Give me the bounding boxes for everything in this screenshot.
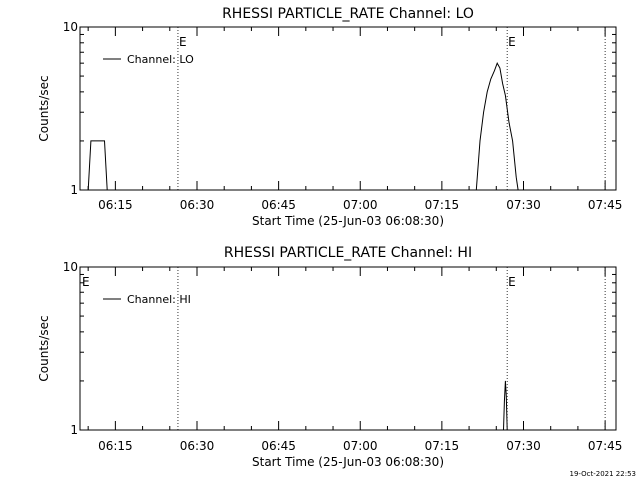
x-axis-label: Start Time (25-Jun-03 06:08:30) — [252, 455, 444, 469]
y-axis-label: Counts/sec — [37, 75, 51, 141]
legend-label: Channel: LO — [127, 53, 194, 66]
plot-frame — [79, 266, 617, 431]
legend-label: Channel: HI — [127, 293, 191, 306]
x-tick-label: 06:45 — [261, 198, 296, 212]
x-tick-label: 06:15 — [98, 439, 133, 453]
chart-title: RHESSI PARTICLE_RATE Channel: LO — [222, 6, 474, 22]
x-tick-label: 07:30 — [506, 198, 541, 212]
x-tick-label: 07:15 — [425, 439, 460, 453]
y-tick-label: 1 — [70, 183, 78, 197]
x-tick-label: 06:30 — [180, 439, 215, 453]
y-tick-label: 10 — [63, 260, 78, 274]
x-tick-label: 06:15 — [98, 198, 133, 212]
x-tick-label: 06:45 — [261, 439, 296, 453]
event-marker-label: E — [508, 275, 516, 289]
series-line — [87, 62, 519, 191]
x-tick-label: 06:30 — [180, 198, 215, 212]
event-marker-label: E — [508, 35, 516, 49]
x-tick-label: 07:15 — [425, 198, 460, 212]
series-line — [503, 380, 508, 431]
chart-title: RHESSI PARTICLE_RATE Channel: HI — [224, 245, 472, 261]
plot-frame — [79, 26, 617, 191]
x-tick-label: 07:45 — [588, 198, 623, 212]
footer-timestamp: 19-Oct-2021 22:53 — [569, 470, 636, 478]
x-tick-label: 07:00 — [343, 198, 378, 212]
x-tick-label: 07:30 — [506, 439, 541, 453]
event-marker-label: E — [82, 275, 90, 289]
event-marker-label: E — [179, 35, 187, 49]
y-tick-label: 1 — [70, 423, 78, 437]
x-tick-label: 07:45 — [588, 439, 623, 453]
y-axis-label: Counts/sec — [37, 315, 51, 381]
x-tick-label: 07:00 — [343, 439, 378, 453]
x-axis-label: Start Time (25-Jun-03 06:08:30) — [252, 214, 444, 228]
y-tick-label: 10 — [63, 20, 78, 34]
